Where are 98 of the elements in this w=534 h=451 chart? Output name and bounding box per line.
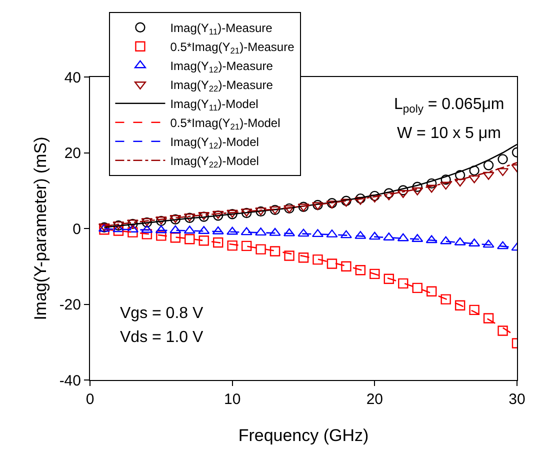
- point: [298, 228, 310, 237]
- point: [384, 274, 394, 284]
- point: [454, 178, 466, 187]
- point: [454, 170, 466, 180]
- legend-label: Imag(Y$_{11}$)-Model: [170, 97, 258, 113]
- annotation: Vds = 1.0 V: [120, 329, 204, 346]
- point: [440, 174, 451, 185]
- annotation: Vgs = 0.8 V: [120, 305, 204, 322]
- legend-label: 0.5*Imag(Y$_{21}$)-Measure: [170, 40, 295, 56]
- point: [155, 225, 167, 234]
- point: [469, 165, 480, 176]
- legend-label: Imag(Y$_{11}$)-Measure: [170, 21, 273, 37]
- point: [212, 226, 224, 234]
- y-tick-label: -20: [59, 296, 81, 314]
- point: [184, 226, 196, 234]
- point: [326, 258, 338, 269]
- point: [270, 246, 280, 256]
- y-tick-label: 0: [72, 220, 81, 238]
- point: [469, 304, 480, 316]
- point: [156, 230, 166, 241]
- point: [184, 234, 195, 244]
- point: [355, 193, 366, 204]
- point: [298, 252, 309, 263]
- y-tick-label: -40: [59, 372, 81, 390]
- point: [99, 224, 110, 235]
- annotation: W = 10 x 5 μm: [397, 125, 501, 142]
- point: [128, 227, 138, 238]
- y-axis-title: Imag(Y-parameter) (mS): [31, 136, 50, 320]
- point: [226, 226, 238, 235]
- point: [426, 286, 437, 296]
- point: [426, 184, 438, 193]
- point: [440, 182, 452, 190]
- point: [412, 182, 422, 192]
- point: [468, 175, 480, 184]
- point: [227, 240, 238, 251]
- point: [440, 294, 451, 304]
- point: [113, 226, 124, 236]
- point: [383, 192, 395, 200]
- point: [255, 228, 267, 236]
- point: [312, 254, 323, 265]
- point: [170, 225, 182, 234]
- point: [454, 237, 466, 246]
- point: [340, 230, 352, 238]
- point: [112, 224, 124, 232]
- point: [498, 154, 508, 164]
- legend-label: 0.5*Imag(Y$_{21}$)-Model: [170, 116, 280, 132]
- point: [370, 268, 380, 280]
- x-tick-label: 20: [366, 391, 384, 408]
- point: [340, 198, 352, 207]
- point: [370, 190, 380, 202]
- point: [397, 233, 409, 242]
- point: [241, 240, 252, 252]
- point: [269, 228, 281, 236]
- point: [312, 200, 323, 210]
- point: [240, 227, 252, 236]
- legend-label: Imag(Y$_{12}$)-Model: [170, 135, 259, 151]
- annotation: L$_{poly}$ = 0.065μm: [394, 96, 504, 116]
- legend-label: Imag(Y$_{12}$)-Measure: [170, 59, 274, 75]
- point: [141, 224, 153, 233]
- point: [412, 187, 424, 196]
- x-axis-title: Frequency (GHz): [238, 426, 369, 445]
- point: [213, 237, 224, 248]
- point: [354, 230, 366, 239]
- point: [368, 232, 380, 240]
- point: [482, 172, 494, 180]
- x-tick-label: 10: [224, 391, 241, 408]
- point: [326, 198, 338, 208]
- point: [426, 178, 437, 189]
- point: [326, 200, 338, 209]
- y-tick-label: 20: [64, 145, 81, 162]
- point: [355, 265, 366, 276]
- point: [368, 194, 380, 203]
- point: [440, 236, 452, 244]
- legend-label: Imag(Y$_{22}$)-Measure: [170, 78, 274, 94]
- point: [198, 236, 209, 246]
- point: [142, 229, 152, 240]
- point: [426, 235, 438, 244]
- point: [383, 232, 395, 240]
- point: [354, 196, 366, 205]
- point: [498, 326, 508, 336]
- point: [170, 232, 180, 243]
- point: [482, 240, 494, 248]
- point: [483, 160, 494, 170]
- y-tick-label: 40: [64, 69, 81, 86]
- x-tick-label: 30: [508, 391, 526, 408]
- point: [384, 188, 394, 198]
- point: [398, 278, 408, 289]
- point: [341, 261, 352, 272]
- point: [341, 196, 352, 206]
- point: [326, 229, 338, 238]
- x-tick-label: 0: [86, 391, 94, 408]
- point: [412, 282, 422, 294]
- point: [284, 250, 294, 261]
- legend-label: Imag(Y$_{22}$)-Model: [170, 154, 259, 170]
- point: [256, 244, 266, 254]
- point: [483, 313, 494, 324]
- point: [398, 185, 408, 196]
- point: [454, 300, 466, 310]
